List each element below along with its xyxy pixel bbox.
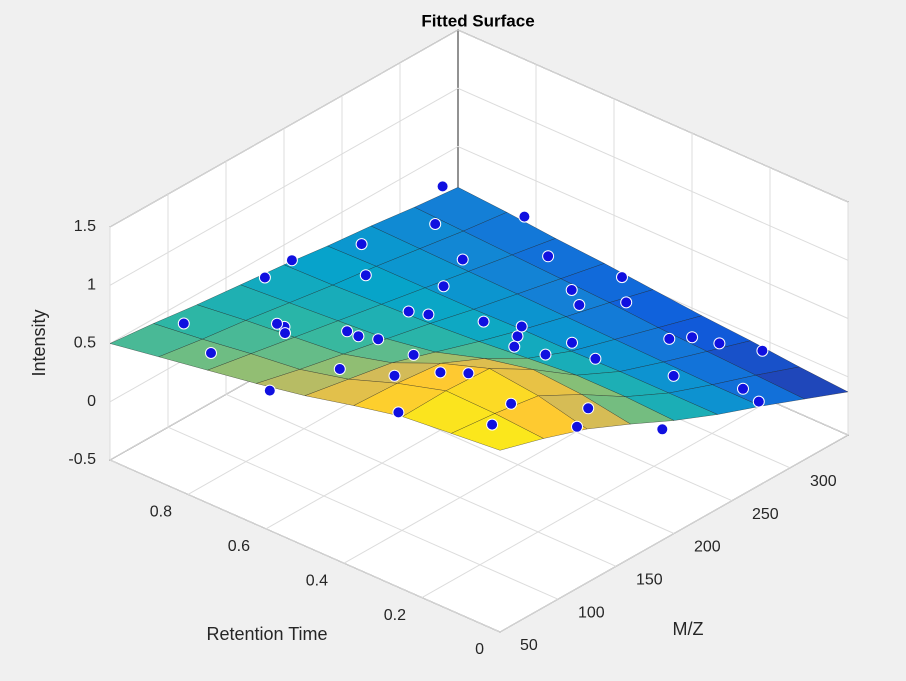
y-tick-label: 50: [520, 637, 538, 654]
data-point: [434, 366, 447, 379]
data-point: [402, 305, 415, 318]
data-point: [486, 418, 499, 431]
x-tick-label: 0.4: [306, 572, 328, 589]
y-tick-label: 250: [752, 506, 779, 523]
data-point: [571, 420, 583, 433]
data-point: [456, 253, 469, 266]
x-tick-label: 0.2: [384, 607, 406, 624]
y-tick-label: 100: [578, 604, 605, 621]
data-point: [656, 423, 669, 436]
data-point: [616, 271, 628, 284]
surface-patch: [450, 413, 545, 451]
grid-line: [109, 145, 849, 344]
data-point: [477, 315, 490, 328]
data-point: [620, 296, 633, 309]
data-point: [565, 284, 578, 296]
y-tick-label: 300: [810, 473, 837, 490]
x-tick-label: 0: [475, 641, 484, 658]
data-point: [667, 369, 680, 382]
data-point: [271, 317, 283, 330]
data-point: [352, 330, 365, 343]
data-point: [341, 325, 354, 338]
data-point: [177, 317, 190, 330]
data-point: [582, 402, 595, 415]
z-axis-label: Intensity: [29, 309, 49, 376]
z-tick-label: 0: [87, 393, 96, 410]
data-point: [462, 367, 475, 380]
y-axis-label: M/Z: [673, 619, 704, 639]
grid-line: [109, 87, 849, 286]
y-tick-label: 200: [694, 539, 721, 556]
data-point: [263, 384, 276, 397]
data-point: [388, 369, 401, 382]
data-point: [333, 363, 346, 375]
chart-title: Fitted Surface: [421, 11, 534, 30]
data-point: [737, 382, 749, 395]
data-point: [756, 344, 769, 357]
data-point: [542, 250, 555, 263]
x-tick-label: 0.6: [228, 538, 250, 555]
data-point: [436, 180, 449, 193]
data-point: [518, 210, 531, 223]
data-point: [589, 352, 602, 365]
data-point: [392, 406, 405, 419]
data-point: [663, 332, 676, 345]
x-axis-label: Retention Time: [206, 624, 327, 644]
y-tick-label: 150: [636, 572, 663, 589]
z-tick-label: 1.5: [74, 218, 96, 235]
data-point: [508, 340, 521, 353]
data-point: [437, 280, 450, 293]
data-point: [505, 397, 518, 410]
data-point: [713, 337, 726, 350]
data-point: [355, 238, 368, 251]
data-point: [752, 395, 765, 408]
data-point: [429, 218, 442, 230]
x-tick-label: 0.8: [150, 504, 172, 521]
z-tick-label: -0.5: [68, 451, 96, 468]
data-point: [422, 308, 435, 321]
data-point: [372, 333, 385, 346]
grid-line: [109, 29, 849, 228]
scatter-points: [177, 180, 769, 436]
data-point: [566, 336, 578, 349]
data-point: [407, 348, 420, 361]
labels: 0 0.2 0.4 0.6 0.8 50 100 150 200 250 300 -0.5 0 0.5 1 1…: [68, 218, 836, 658]
data-point: [515, 320, 528, 333]
data-point: [573, 299, 586, 311]
data-point: [285, 254, 298, 267]
data-point: [205, 347, 217, 359]
z-tick-label: 0.5: [74, 335, 96, 352]
z-tick-label: 1: [87, 276, 96, 293]
data-point: [539, 348, 552, 361]
data-point: [359, 269, 372, 282]
data-point: [686, 331, 699, 344]
data-point: [279, 327, 291, 340]
data-point: [258, 271, 271, 284]
